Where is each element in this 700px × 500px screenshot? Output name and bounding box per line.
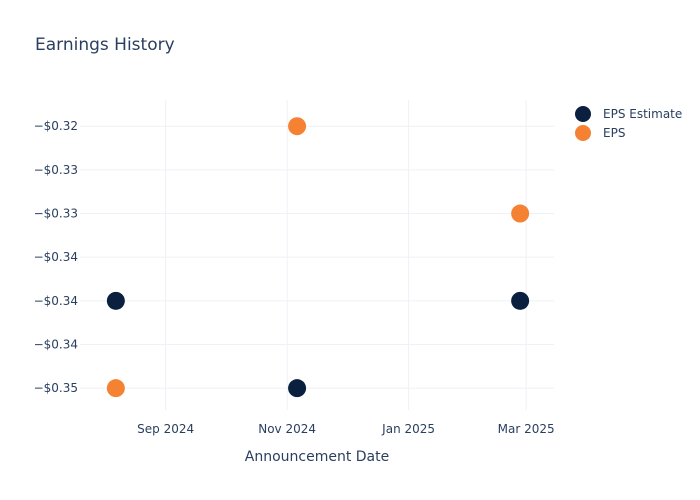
legend-item-eps-estimate[interactable]: EPS Estimate: [575, 106, 682, 122]
legend-marker: [575, 106, 591, 122]
eps-point[interactable]: [106, 379, 125, 398]
y-tick-label: −$0.33: [34, 207, 78, 221]
y-tick-label: −$0.35: [34, 381, 78, 395]
x-tick-label: Sep 2024: [137, 422, 194, 436]
x-tick-label: Mar 2025: [498, 422, 555, 436]
eps-estimate-point[interactable]: [106, 291, 125, 310]
y-tick-label: −$0.32: [34, 119, 78, 133]
legend: EPS Estimate EPS: [575, 106, 682, 141]
eps-estimate-point[interactable]: [511, 291, 530, 310]
x-axis-title: Announcement Date: [245, 449, 389, 465]
y-tick-label: −$0.33: [34, 163, 78, 177]
legend-label: EPS Estimate: [603, 107, 682, 121]
x-tick-label: Jan 2025: [381, 422, 435, 436]
eps-point[interactable]: [511, 204, 530, 223]
eps-estimate-point[interactable]: [288, 379, 307, 398]
grid: [80, 100, 554, 410]
y-tick-label: −$0.34: [34, 338, 78, 352]
eps-point[interactable]: [288, 117, 307, 136]
legend-marker: [575, 125, 591, 141]
y-axis-ticks: −$0.32 −$0.33 −$0.33 −$0.34 −$0.34 −$0.34 −$0.…: [34, 119, 78, 395]
data-points: [106, 117, 530, 398]
y-tick-label: −$0.34: [34, 294, 78, 308]
x-tick-label: Nov 2024: [258, 422, 316, 436]
x-axis-ticks: Sep 2024 Nov 2024 Jan 2025 Mar 2025: [137, 422, 554, 436]
legend-label: EPS: [603, 126, 625, 140]
y-tick-label: −$0.34: [34, 250, 78, 264]
legend-item-eps[interactable]: EPS: [575, 125, 625, 141]
chart-title: Earnings History: [35, 35, 175, 55]
